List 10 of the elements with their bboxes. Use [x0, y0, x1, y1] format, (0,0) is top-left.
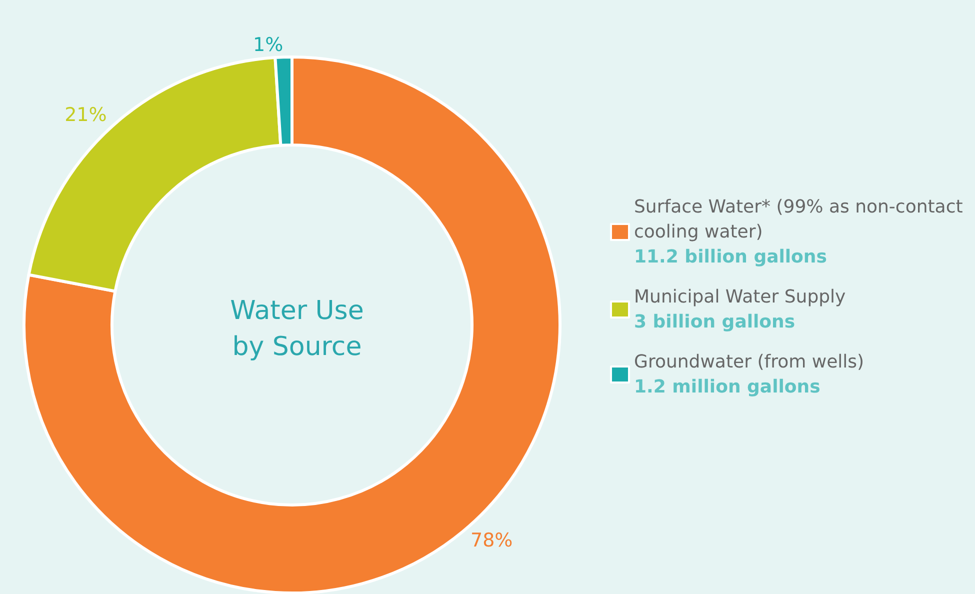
text: Water Use by Source: [230, 296, 364, 362]
text: 11.2 billion gallons: [634, 246, 827, 268]
text: 1.2 million gallons: [634, 376, 820, 398]
data-label: 21%: [64, 104, 107, 126]
legend-label: Groundwater (from wells): [634, 352, 864, 372]
text: 3 billion gallons: [634, 312, 796, 332]
legend-label: Surface Water* (99% as non-contact cooling water): [634, 196, 963, 242]
data-label: 78%: [470, 530, 513, 552]
legend-label: Municipal Water Supply: [634, 286, 846, 308]
data-label: 1%: [253, 34, 284, 56]
